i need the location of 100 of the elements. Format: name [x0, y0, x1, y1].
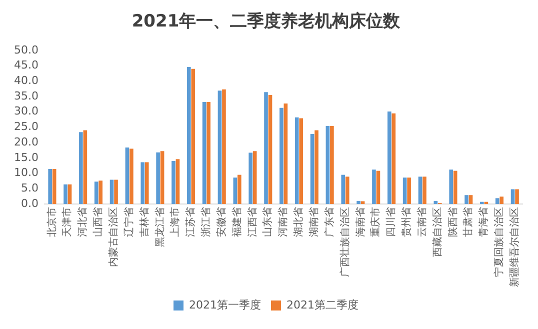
bar: [206, 102, 210, 204]
bar: [468, 195, 473, 204]
y-tick-label: 50.0: [14, 43, 38, 56]
bar: [156, 152, 160, 204]
bar: [125, 147, 130, 204]
bar: [222, 89, 226, 204]
bar: [68, 184, 72, 204]
x-tick-label: 广东省: [323, 207, 336, 237]
x-tick-label: 云南省: [416, 207, 428, 237]
bar: [202, 102, 206, 204]
x-tick-label: 河北省: [76, 207, 89, 237]
bar: [52, 168, 56, 204]
x-tick-label: 贵州省: [400, 207, 413, 237]
bar: [144, 162, 149, 204]
bar: [218, 90, 222, 204]
bar: [268, 94, 272, 204]
y-tick-label: 20.0: [14, 135, 38, 148]
x-tick-label: 广西壮族自治区: [338, 207, 351, 277]
bar: [326, 126, 330, 204]
bar: [186, 66, 191, 204]
legend-label: 2021第二季度: [286, 298, 358, 312]
bar: [248, 152, 252, 204]
bar: [79, 132, 83, 204]
bar: [330, 126, 334, 204]
bar: [280, 108, 284, 204]
bar: [252, 151, 257, 204]
bar: [94, 182, 98, 204]
x-tick-label: 海南省: [354, 207, 366, 237]
x-tick-label: 内蒙古自治区: [107, 207, 120, 267]
bar: [418, 176, 422, 204]
x-tick-label: 辽宁省: [122, 207, 135, 237]
x-tick-label: 吉林省: [138, 207, 150, 237]
bar: [191, 68, 196, 204]
bar: [453, 170, 458, 204]
x-tick-label: 青海省: [478, 207, 490, 237]
bar: [510, 189, 515, 204]
x-tick-label: 河南省: [277, 207, 290, 237]
bar: [299, 118, 304, 204]
bar: [314, 130, 318, 204]
x-tick-label: 重庆市: [370, 207, 382, 237]
y-tick-label: 15.0: [14, 150, 38, 164]
bar: [83, 130, 88, 204]
x-tick-label: 安徽省: [215, 207, 228, 237]
y-tick-label: 0.0: [20, 196, 38, 210]
bar: [360, 201, 365, 204]
bar: [376, 170, 380, 204]
x-tick-label: 西藏自治区: [431, 207, 444, 257]
x-tick-label: 四川省: [385, 207, 398, 237]
legend-label: 2021第一季度: [189, 298, 262, 312]
bar: [464, 195, 468, 204]
bar: [160, 151, 164, 204]
bar: [345, 176, 350, 204]
bar: [264, 92, 268, 204]
bar: [172, 160, 176, 204]
bar: [114, 180, 118, 204]
x-tick-label: 山东省: [262, 207, 274, 237]
x-tick-label: 湖南省: [308, 207, 320, 237]
bar: [402, 178, 407, 204]
bar: [294, 117, 299, 204]
bar: [515, 189, 519, 204]
bar: [422, 176, 426, 204]
bar: [48, 168, 52, 204]
x-tick-label: 江苏省: [184, 207, 197, 237]
bar: [140, 162, 145, 204]
x-tick-label: 宁夏回族自治区: [493, 207, 506, 277]
bar: [449, 170, 453, 204]
bar: [356, 200, 360, 204]
y-tick-label: 30.0: [14, 104, 38, 118]
x-tick-label: 新疆维吾尔自治区: [508, 207, 520, 287]
x-tick-label: 陕西省: [446, 207, 459, 237]
x-tick-label: 北京市: [46, 207, 58, 237]
bar: [284, 104, 288, 204]
bar: [495, 198, 500, 204]
bar: [392, 113, 396, 204]
bar: [387, 112, 392, 204]
y-tick-label: 5.0: [20, 182, 38, 194]
y-tick-label: 25.0: [14, 120, 38, 134]
bar: [372, 170, 376, 204]
x-tick-label: 湖北省: [292, 207, 305, 237]
bar: [98, 180, 103, 204]
bar: [233, 178, 238, 204]
bar: [341, 174, 346, 204]
bar: [407, 178, 411, 204]
x-tick-label: 甘肃省: [462, 207, 474, 237]
x-tick-label: 江西省: [246, 207, 258, 237]
bar: [500, 196, 504, 204]
bar: [110, 180, 114, 204]
x-tick-label: 黑龙江省: [154, 207, 166, 247]
bar: [237, 174, 242, 204]
bar: [130, 148, 134, 204]
x-tick-label: 福建省: [230, 207, 243, 237]
x-tick-label: 浙江省: [200, 207, 212, 237]
y-tick-label: 45.0: [14, 58, 38, 72]
x-tick-label: 天津市: [61, 207, 74, 237]
y-tick-label: 40.0: [14, 74, 38, 87]
chart-title: 2021年一、二季度养老机构床位数: [132, 12, 402, 32]
x-tick-label: 上海市: [169, 207, 182, 237]
x-tick-label: 山西省: [92, 207, 104, 237]
y-tick-label: 10.0: [14, 166, 38, 180]
y-tick-label: 35.0: [14, 89, 38, 102]
